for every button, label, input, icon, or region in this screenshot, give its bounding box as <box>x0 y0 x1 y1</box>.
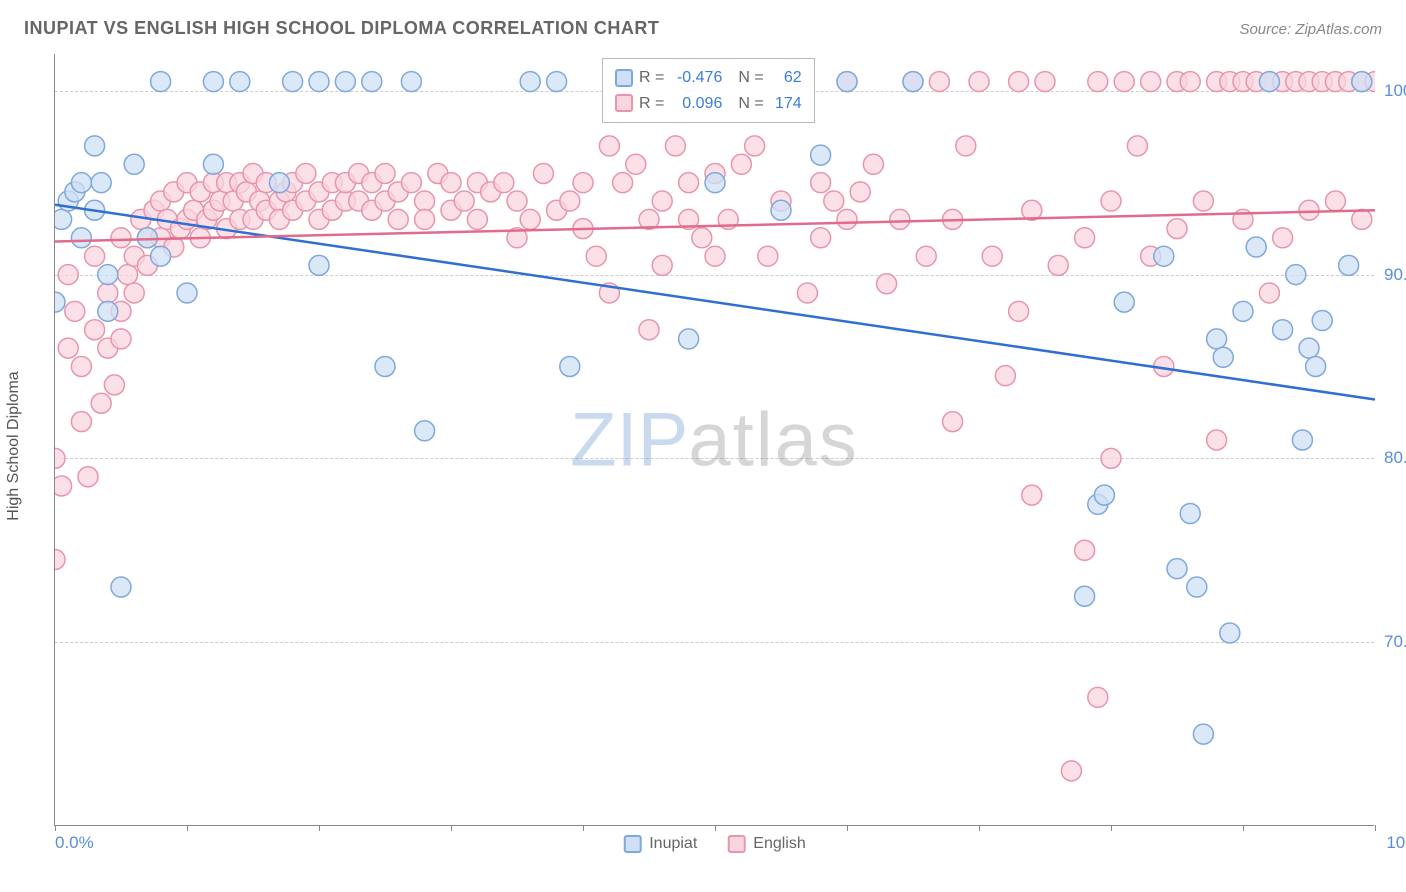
xtick-mark <box>187 825 188 831</box>
xtick-mark <box>55 825 56 831</box>
chart-source: Source: ZipAtlas.com <box>1239 21 1382 38</box>
xtick-label-last: 100.0% <box>1386 833 1406 853</box>
xtick-mark <box>583 825 584 831</box>
stats-legend: R =-0.476 N = 62 R =0.096 N = 174 <box>602 58 815 123</box>
r-label: R = <box>639 91 664 117</box>
n-label: N = <box>738 91 763 117</box>
n-value: 62 <box>770 65 802 91</box>
r-value: -0.476 <box>670 65 722 91</box>
ytick-label: 90.0% <box>1384 265 1406 285</box>
n-label: N = <box>738 65 763 91</box>
ytick-label: 80.0% <box>1384 448 1406 468</box>
series-legend: Inupiat English <box>623 835 806 853</box>
plot-area: 70.0%80.0%90.0%100.0% ZIPatlas R =-0.476… <box>54 54 1374 826</box>
legend-label-english: English <box>753 835 805 853</box>
chart-header: INUPIAT VS ENGLISH HIGH SCHOOL DIPLOMA C… <box>24 18 1382 39</box>
ytick-label: 70.0% <box>1384 632 1406 652</box>
xtick-label-first: 0.0% <box>55 833 94 853</box>
swatch-inupiat <box>623 835 641 853</box>
xtick-mark <box>847 825 848 831</box>
r-label: R = <box>639 65 664 91</box>
swatch-icon <box>615 69 633 87</box>
xtick-mark <box>715 825 716 831</box>
stats-legend-row: R =-0.476 N = 62 <box>615 65 802 91</box>
legend-label-inupiat: Inupiat <box>649 835 697 853</box>
xtick-mark <box>1375 825 1376 831</box>
xtick-mark <box>1243 825 1244 831</box>
xtick-mark <box>319 825 320 831</box>
legend-item-english: English <box>727 835 805 853</box>
xtick-mark <box>979 825 980 831</box>
legend-item-inupiat: Inupiat <box>623 835 697 853</box>
scatter-svg <box>55 54 1375 826</box>
n-value: 174 <box>770 91 802 117</box>
swatch-english <box>727 835 745 853</box>
xtick-mark <box>451 825 452 831</box>
xtick-mark <box>1111 825 1112 831</box>
ytick-label: 100.0% <box>1384 81 1406 101</box>
swatch-icon <box>615 94 633 112</box>
r-value: 0.096 <box>670 91 722 117</box>
y-axis-label: High School Diploma <box>5 371 23 520</box>
chart-title: INUPIAT VS ENGLISH HIGH SCHOOL DIPLOMA C… <box>24 18 659 39</box>
stats-legend-row: R =0.096 N = 174 <box>615 91 802 117</box>
